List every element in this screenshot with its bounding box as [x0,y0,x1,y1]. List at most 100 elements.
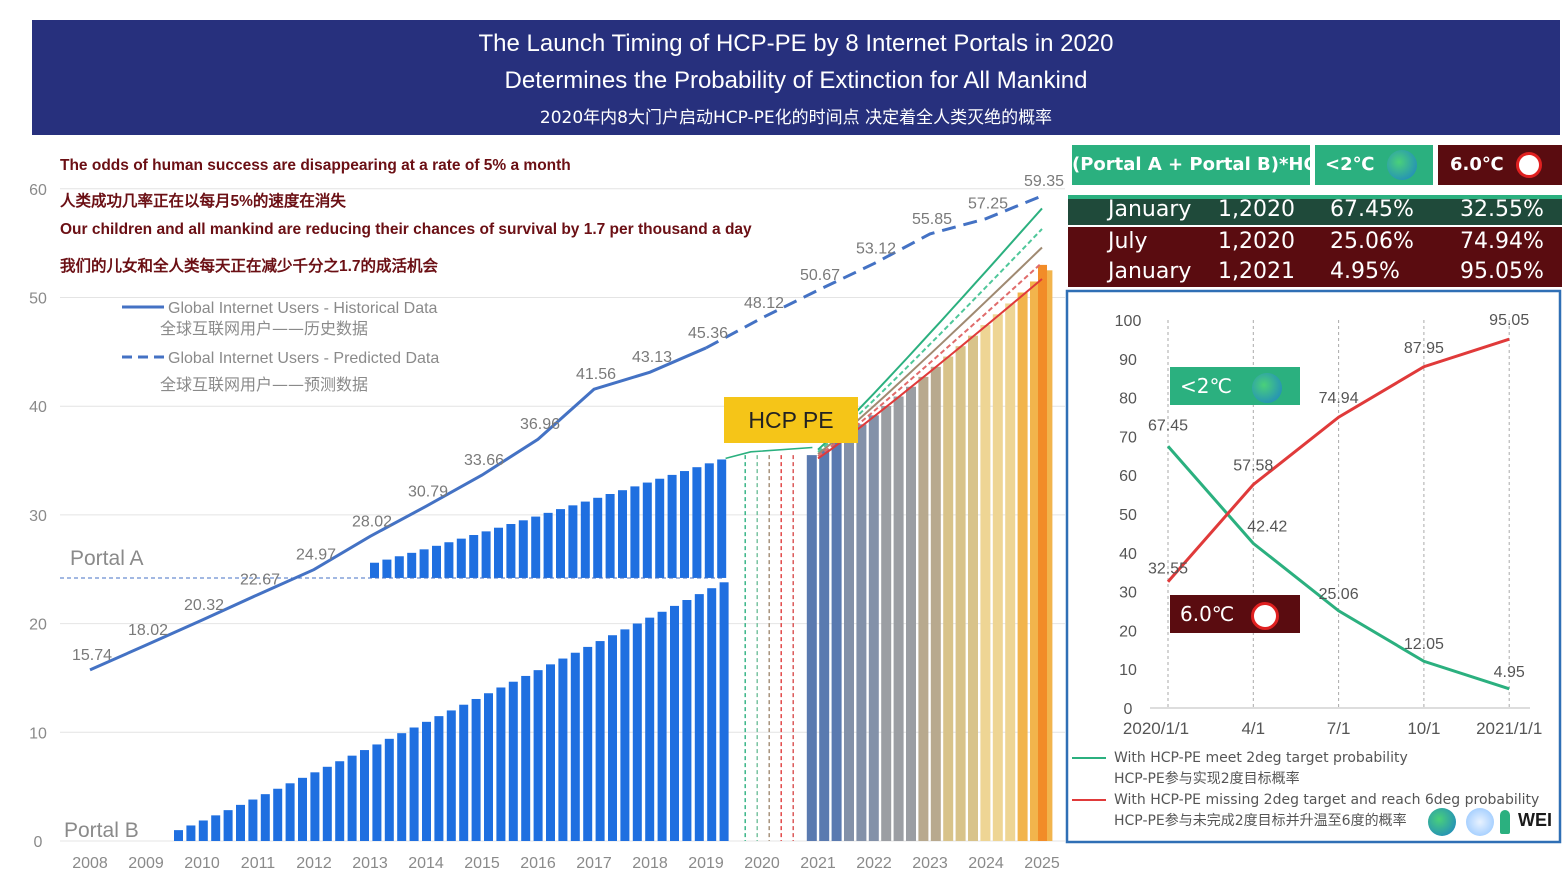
table-header-6deg-label: 6.0℃ [1450,154,1504,175]
portal-b-bar [682,600,692,841]
earth-icon [1428,808,1456,836]
inset-data-label: 32.55 [1148,561,1188,578]
legend-en: With HCP-PE meet 2deg target probability [1114,750,1408,766]
title-line-1: The Launch Timing of HCP-PE by 8 Interne… [478,30,1114,57]
portal-b-bar [409,727,419,841]
legend-label: 全球互联网用户——历史数据 [160,319,368,338]
x-tick-label: 2009 [128,855,164,872]
x-tick-label: 2018 [632,855,668,872]
portal-b-bar [360,750,369,841]
inset-data-label: 74.94 [1319,390,1359,407]
portal-b-bar [645,617,655,841]
data-label: 36.96 [520,416,560,433]
table-header-2deg: <2℃ [1315,145,1433,185]
portal-a-bar [407,552,417,578]
hcp-pe-badge [724,397,858,443]
right-chart-legend: With HCP-PE meet 2deg target probability… [1072,748,1539,832]
projection-bar [968,335,978,841]
projection-bar [831,441,842,841]
data-label: 45.36 [688,325,728,342]
inset-data-label: 87.95 [1404,340,1444,357]
y-tick-label: 60 [29,182,47,199]
portal-b-bar [570,652,580,841]
x-tick-label: 2015 [464,855,500,872]
portal-a-bar [618,490,627,578]
portal-b-bar [285,783,295,841]
y-tick-label: 40 [29,399,47,416]
y-tick-label: 50 [29,291,47,308]
projection-bar [1042,270,1053,841]
inset-y-tick-label: 90 [1119,352,1137,369]
table-row: January 1,2020 67.45% 32.55% [1068,195,1562,225]
portal-b-bar [657,611,667,841]
data-label: 48.12 [744,295,784,312]
portal-a-bar [419,549,429,578]
inset-data-label: 67.45 [1148,417,1188,434]
person-icon [1500,810,1510,834]
projection-bar-final [1038,264,1047,841]
data-label: 33.66 [464,452,504,469]
projection-bar [844,432,854,841]
portal-b-bar [459,704,469,841]
inset-data-label: 4.95 [1494,664,1525,681]
note-cn-2: 我们的儿女和全人类每天正在减少千分之1.7的成活机会 [60,258,439,275]
portal-b-bar [260,794,270,841]
portal-a-bar [456,538,466,578]
y-tick-label: 30 [29,508,47,525]
legend-label: Global Internet Users - Historical Data [168,300,438,317]
x-tick-label: 2022 [856,855,892,872]
data-label: 15.74 [72,647,112,664]
row-2deg: 67.45% [1330,197,1414,222]
subtitle-cn: 2020年内8大门户启动HCP-PE化的时间点 决定着全人类灭绝的概率 [539,108,1053,128]
data-label: 22.67 [240,572,280,589]
legend-item-2deg: With HCP-PE meet 2deg target probability [1072,748,1539,769]
x-tick-label: 2024 [968,855,1004,872]
row-date: 1,2020 [1218,197,1295,222]
x-tick-label: 2023 [912,855,948,872]
x-tick-label: 2020 [744,855,780,872]
portal-a-bar [432,545,441,578]
data-label: 41.56 [576,366,616,383]
row-6deg: 95.05% [1460,259,1544,284]
portal-b-bar [335,761,345,841]
x-tick-label: 2017 [576,855,612,872]
legend-label: Global Internet Users - Predicted Data [168,350,439,367]
inset-y-tick-label: 60 [1119,468,1137,485]
legend-swatch [1072,757,1106,759]
table-header-portals: (Portal A + Portal B)*HCP [1072,145,1330,185]
portal-b-bar [533,670,543,841]
row-date: 1,2021 [1218,259,1295,284]
projection-bar [868,415,879,841]
row-month: January [1108,197,1192,222]
portal-b-bar [397,733,407,841]
portal-b-bar [186,825,196,841]
inset-data-label: 25.06 [1319,586,1359,603]
inset-y-tick-label: 20 [1119,623,1137,640]
portal-a-bar [394,556,404,578]
legend-cn: HCP-PE参与实现2度目标概率 [1114,771,1300,787]
portal-a-bar [630,486,640,578]
projection-bar [881,406,892,841]
badge-2deg: <2℃ [1170,367,1300,405]
portal-a-bar [680,471,689,578]
projection-bar [955,346,966,841]
portal-a-bar [481,531,491,578]
projection-bar [930,366,941,841]
badge-2deg-label: <2℃ [1180,374,1232,398]
row-month: January [1108,259,1192,284]
portal-b-bar [174,830,183,841]
projection-bar [980,325,991,841]
inset-x-tick-label: 4/1 [1241,719,1265,738]
row-2deg: 4.95% [1330,259,1400,284]
portal-b-bar [719,582,729,841]
inset-y-tick-label: 50 [1119,507,1137,524]
extinction-icon [1250,601,1279,630]
x-tick-label: 2010 [184,855,220,872]
portal-b-bar [508,681,518,841]
data-label: 59.35 [1024,173,1064,190]
title-line-2: Determines the Probability of Extinction… [504,67,1088,94]
network-globe-icon [1466,808,1494,836]
x-tick-label: 2011 [241,855,276,872]
portal-b-bar [446,710,456,841]
inset-data-label: 42.42 [1247,518,1287,535]
